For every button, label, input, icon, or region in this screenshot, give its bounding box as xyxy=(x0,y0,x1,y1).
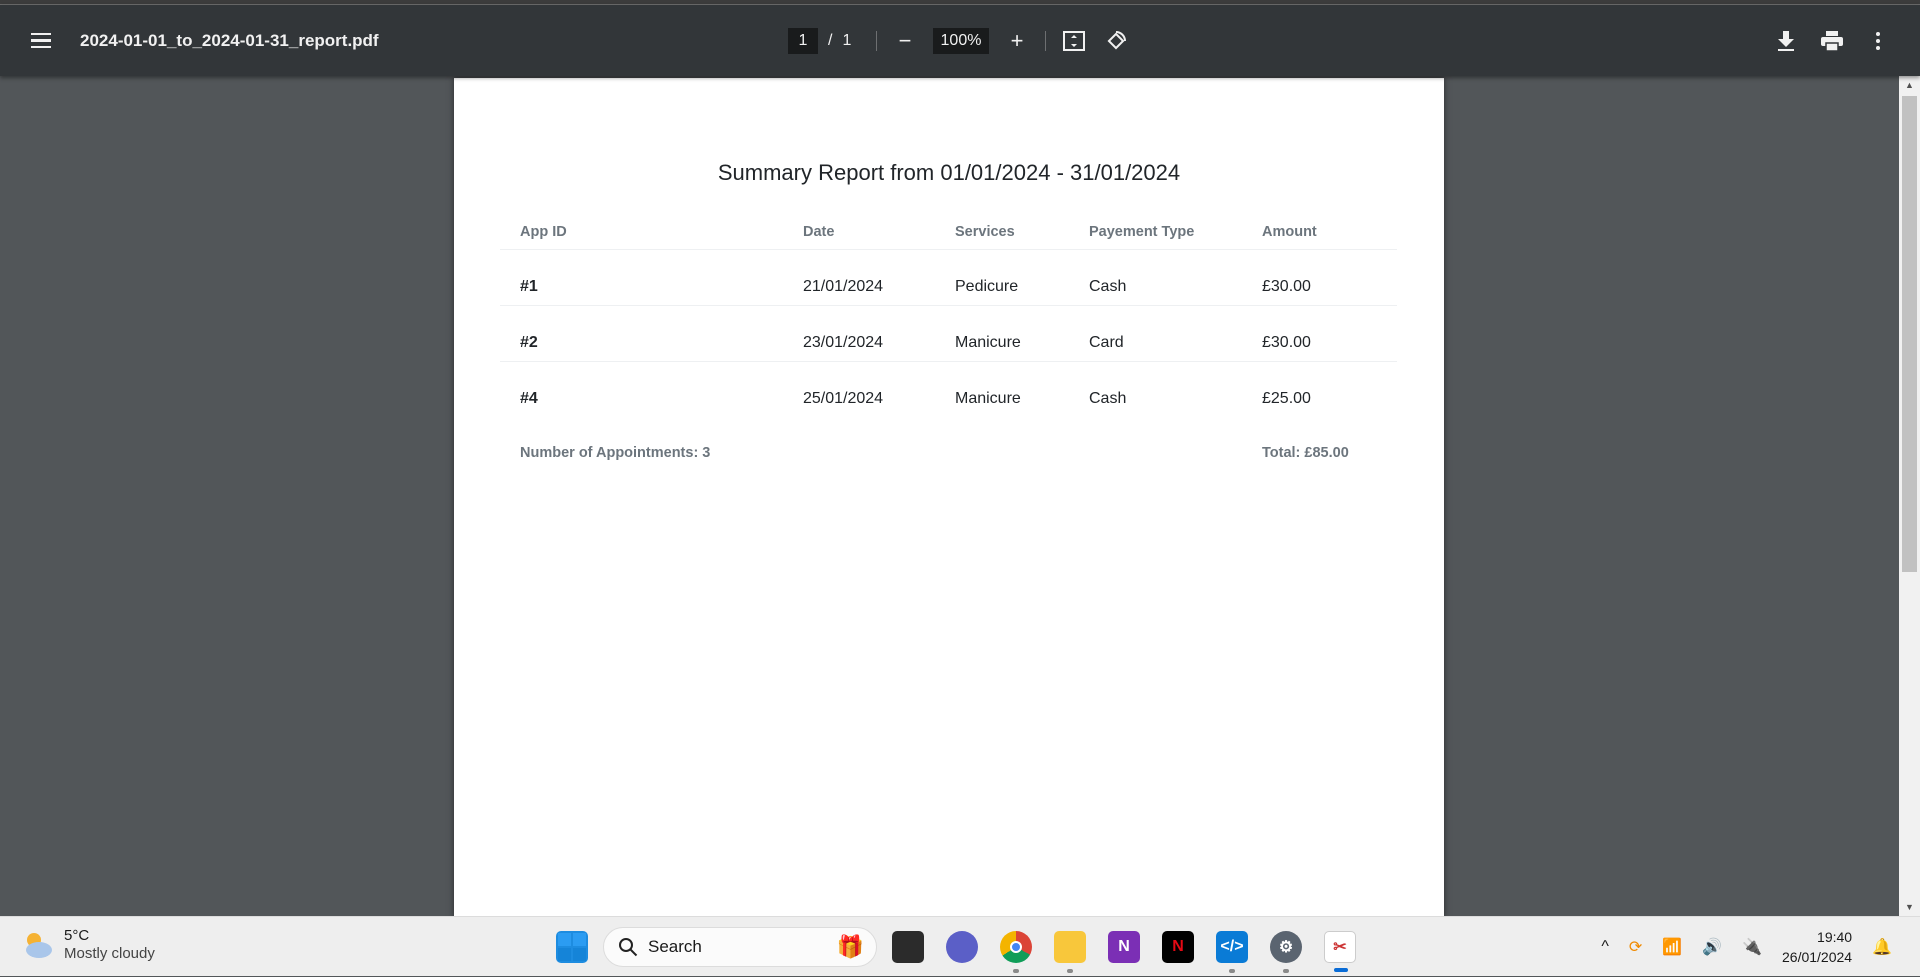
more-options-icon[interactable] xyxy=(1864,27,1892,55)
download-icon[interactable] xyxy=(1772,27,1800,55)
payment-type: Cash xyxy=(1089,278,1127,295)
wifi-icon[interactable]: 📶 xyxy=(1662,939,1683,956)
file-name: 2024-01-01_to_2024-01-31_report.pdf xyxy=(80,30,379,50)
chevron-up-icon[interactable]: ^ xyxy=(1601,938,1609,955)
table-row: #4 25/01/2024 Manicure Cash £25.00 xyxy=(500,362,1397,418)
table-row: #1 21/01/2024 Pedicure Cash £30.00 xyxy=(500,250,1397,306)
chrome-icon[interactable] xyxy=(1000,931,1032,973)
search-icon xyxy=(619,938,638,957)
system-tray: ^ ⟳ 📶 🔊 🔌 19:40 26/01/2024 🔔 xyxy=(1601,917,1892,977)
scrollbar-thumb[interactable] xyxy=(1902,96,1917,572)
appointment-count: Number of Appointments: 3 xyxy=(520,445,711,461)
amount: £30.00 xyxy=(1262,278,1311,295)
sync-icon[interactable]: ⟳ xyxy=(1628,939,1643,956)
zoom-input[interactable]: 100% xyxy=(933,27,989,54)
total-pages: 1 xyxy=(842,31,852,49)
column-header: Services xyxy=(955,224,1015,240)
start-icon[interactable] xyxy=(556,931,588,963)
search-label: Search xyxy=(648,937,702,956)
service: Manicure xyxy=(955,390,1021,407)
fit-page-icon[interactable] xyxy=(1060,27,1088,55)
amount: £30.00 xyxy=(1262,334,1311,351)
snipping-tool-icon[interactable]: ✂ xyxy=(1324,931,1356,972)
clock[interactable]: 19:40 26/01/2024 xyxy=(1782,927,1852,967)
divider xyxy=(876,30,877,51)
payment-type: Card xyxy=(1089,334,1124,351)
payment-type: Cash xyxy=(1089,390,1127,407)
notification-bell-icon[interactable]: 🔔 xyxy=(1872,939,1892,956)
pdf-page: Summary Report from 01/01/2024 - 31/01/2… xyxy=(454,78,1444,918)
app-id: #2 xyxy=(520,334,538,351)
service: Manicure xyxy=(955,334,1021,351)
column-header: Amount xyxy=(1262,224,1317,240)
volume-icon[interactable]: 🔊 xyxy=(1702,939,1723,956)
netflix-icon[interactable]: N xyxy=(1162,931,1194,963)
vertical-scrollbar[interactable]: ▲ ▼ xyxy=(1899,76,1920,916)
app-id: #4 xyxy=(520,390,538,407)
scroll-up-icon[interactable]: ▲ xyxy=(1905,80,1914,90)
toolbar-actions xyxy=(1772,5,1892,76)
service: Pedicure xyxy=(955,278,1019,295)
file-explorer-icon[interactable] xyxy=(1054,931,1086,973)
teams-icon[interactable] xyxy=(946,931,978,963)
zoom-in-icon[interactable]: + xyxy=(1010,27,1024,53)
pdf-toolbar: 2024-01-01_to_2024-01-31_report.pdf 1 / … xyxy=(0,5,1920,76)
search-box[interactable]: Search 🎁 xyxy=(603,927,877,967)
window-top-edge xyxy=(0,0,1920,5)
task-view-icon[interactable] xyxy=(892,931,924,963)
divider xyxy=(1045,30,1046,51)
appointments-table: App ID Date Services Payement Type Amoun… xyxy=(500,216,1397,418)
settings-icon[interactable]: ⚙ xyxy=(1270,931,1302,973)
date: 23/01/2024 xyxy=(803,334,884,351)
rotate-icon[interactable] xyxy=(1102,27,1130,55)
table-row: #2 23/01/2024 Manicure Card £30.00 xyxy=(500,306,1397,362)
temperature: 5°C xyxy=(64,927,90,944)
column-header: Payement Type xyxy=(1089,224,1195,240)
battery-icon[interactable]: 🔌 xyxy=(1742,939,1762,956)
vscode-icon[interactable]: </> xyxy=(1216,931,1248,973)
date: 21/01/2024 xyxy=(803,278,884,295)
date: 26/01/2024 xyxy=(1782,949,1853,965)
page-separator: / xyxy=(828,31,833,49)
page-number-input[interactable]: 1 xyxy=(788,27,818,54)
date: 25/01/2024 xyxy=(803,390,884,407)
app-id: #1 xyxy=(520,278,538,295)
page-selector: 1 / 1 xyxy=(788,5,851,76)
zoom-out-icon[interactable]: − xyxy=(898,27,912,53)
pinned-apps: N N </> ⚙ ✂ xyxy=(892,917,1356,977)
report-title: Summary Report from 01/01/2024 - 31/01/2… xyxy=(717,160,1181,185)
taskbar: 5°C Mostly cloudy Search 🎁 N N </> ⚙ ✂ ^… xyxy=(0,916,1920,976)
weather-widget[interactable]: 5°C Mostly cloudy xyxy=(22,927,155,963)
weather-desc: Mostly cloudy xyxy=(64,945,155,962)
column-header: App ID xyxy=(520,224,567,240)
cloudy-icon xyxy=(26,933,52,958)
print-icon[interactable] xyxy=(1818,27,1846,55)
total-amount: Total: £85.00 xyxy=(1262,445,1349,461)
amount: £25.00 xyxy=(1262,390,1311,407)
scroll-down-icon[interactable]: ▼ xyxy=(1905,902,1914,912)
table-header: App ID Date Services Payement Type Amoun… xyxy=(500,216,1397,250)
gift-icon: 🎁 xyxy=(836,934,864,959)
zoom-controls: − 100% + xyxy=(876,5,1130,76)
time: 19:40 xyxy=(1817,929,1853,945)
column-header: Date xyxy=(803,224,835,240)
onenote-icon[interactable]: N xyxy=(1108,931,1140,963)
menu-icon[interactable] xyxy=(28,5,54,76)
